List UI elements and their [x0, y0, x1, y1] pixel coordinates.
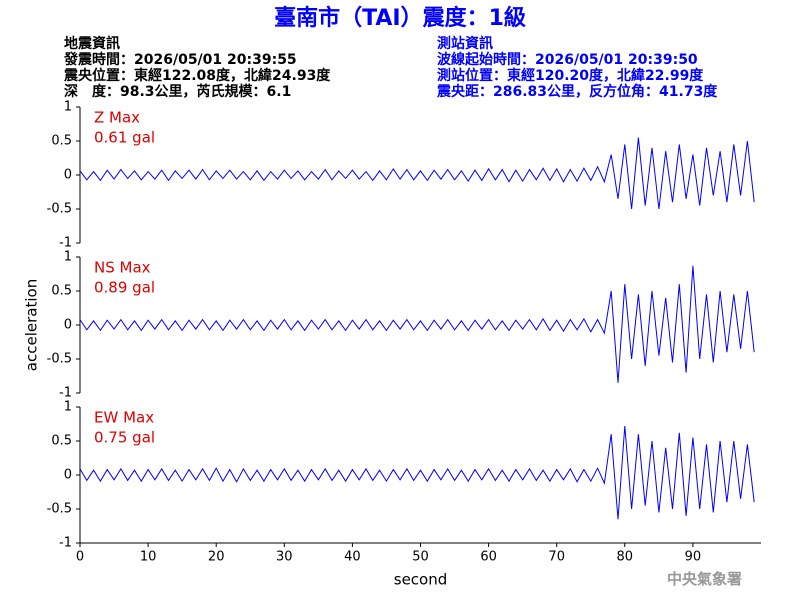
x-tick-label: 10 — [140, 550, 157, 565]
max-label: 0.89 gal — [94, 279, 155, 297]
y-tick-label: 0 — [64, 468, 72, 483]
x-tick-label: 70 — [548, 550, 565, 565]
y-tick-label: 0 — [64, 318, 72, 333]
y-axis-label: acceleration — [23, 279, 41, 371]
max-label: 0.61 gal — [94, 129, 155, 147]
waveform — [79, 137, 755, 210]
x-tick-label: 60 — [480, 550, 497, 565]
x-tick-label: 50 — [412, 550, 429, 565]
component-label: EW Max — [94, 409, 154, 427]
station-info: 測站位置：東經120.20度，北緯22.99度 — [437, 67, 704, 84]
y-tick-label: 1 — [64, 250, 72, 265]
y-tick-label: -1 — [59, 536, 72, 551]
y-tick-label: -0.5 — [47, 502, 72, 517]
max-label: 0.75 gal — [94, 429, 155, 447]
y-tick-label: -1 — [59, 386, 72, 401]
component-label: Z Max — [94, 109, 140, 127]
event-info: 深 度：98.3公里，芮氏規模：6.1 — [64, 83, 291, 100]
x-tick-label: 90 — [685, 550, 702, 565]
waveform — [79, 425, 755, 520]
event-info: 震央位置：東經122.08度，北緯24.93度 — [63, 67, 331, 84]
waveform — [79, 265, 755, 383]
event-info: 地震資訊 — [64, 35, 120, 52]
x-tick-label: 30 — [276, 550, 293, 565]
station-info: 測站資訊 — [437, 35, 493, 52]
y-tick-label: 1 — [64, 100, 72, 115]
credit: 中央氣象署 — [667, 570, 742, 588]
x-tick-label: 40 — [344, 550, 361, 565]
station-info: 波線起始時間：2026/05/01 20:39:50 — [437, 51, 698, 68]
event-info: 發震時間：2026/05/01 20:39:55 — [63, 51, 297, 68]
x-tick-label: 20 — [208, 550, 225, 565]
y-tick-label: 0.5 — [51, 434, 72, 449]
y-tick-label: 0.5 — [51, 284, 72, 299]
y-tick-label: -0.5 — [47, 352, 72, 367]
chart-title: 臺南市（TAI）震度：1級 — [274, 5, 526, 31]
y-tick-label: 0.5 — [51, 134, 72, 149]
station-info: 震央距：286.83公里，反方位角：41.73度 — [436, 83, 718, 100]
y-tick-label: 0 — [64, 168, 72, 183]
y-tick-label: -1 — [59, 236, 72, 251]
y-tick-label: 1 — [64, 400, 72, 415]
component-label: NS Max — [94, 259, 151, 277]
y-tick-label: -0.5 — [47, 202, 72, 217]
x-tick-label: 80 — [617, 550, 634, 565]
x-tick-label: 0 — [76, 550, 84, 565]
x-axis-label: second — [394, 571, 448, 589]
